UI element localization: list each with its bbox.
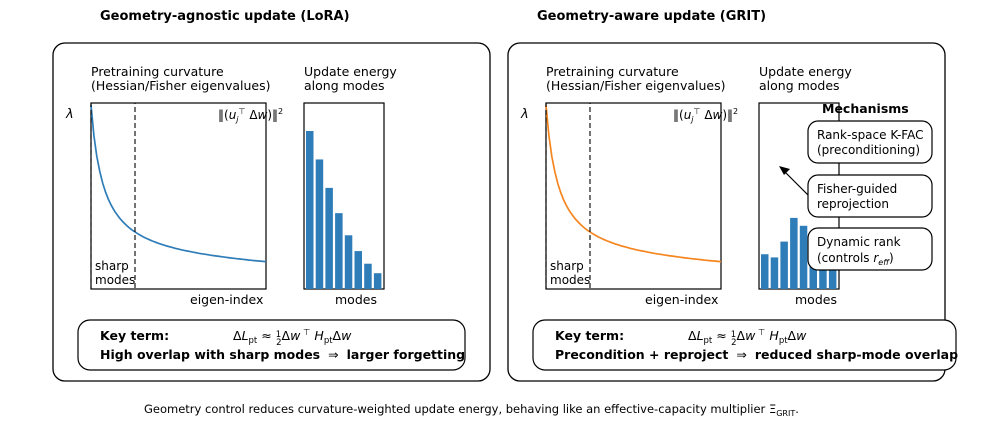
right-curvature-title-line1: Pretraining curvature <box>546 64 679 79</box>
right-sharp-label-line2: modes <box>550 273 590 287</box>
svg-text:Dynamic rank: Dynamic rank <box>817 235 901 249</box>
svg-text:Geometry control reduces curva: Geometry control reduces curvature-weigh… <box>144 402 799 418</box>
svg-text:(controls reff): (controls reff) <box>817 251 894 267</box>
left-panel: Geometry-agnostic update (LoRA) Pretrain… <box>52 9 491 382</box>
right-bar-2 <box>770 257 779 289</box>
right-bar-1 <box>761 254 769 289</box>
left-bars-xlabel: modes <box>335 292 377 307</box>
right-energy-title-line1: Update energy <box>759 64 852 79</box>
left-sharp-label-line1: sharp <box>95 259 129 273</box>
right-keyterm-line2: Precondition + reproject ⇒ reduced sharp-m… <box>555 347 958 362</box>
right-panel-frame <box>507 42 946 382</box>
right-bar-8 <box>828 270 837 289</box>
mechanism-box-kfac: Rank-space K-FAC (preconditioning) <box>807 120 933 164</box>
left-curvature-title-line1: Pretraining curvature <box>91 64 224 79</box>
mechanism-box-reprojection: Fisher-guided reprojection <box>807 174 933 218</box>
left-bar-5 <box>344 235 353 289</box>
left-lambda-label: λ <box>65 107 74 122</box>
mechanism-arrow <box>779 166 809 196</box>
left-sharp-region <box>90 102 136 290</box>
left-bar-8 <box>373 273 382 289</box>
svg-text:Rank-space K-FAC: Rank-space K-FAC <box>817 128 923 142</box>
left-bar-2 <box>315 159 324 289</box>
left-energy-title-line2: along modes <box>304 78 385 93</box>
right-sharp-label-line1: sharp <box>550 259 584 273</box>
right-panel: Geometry-aware update (GRIT) Pretraining… <box>507 9 958 382</box>
left-keyterm-line2: High overlap with sharp modes ⇒ larger for… <box>100 347 465 362</box>
left-curve-xlabel: eigen-index <box>190 292 263 307</box>
left-keyterm-box <box>77 319 466 371</box>
left-energy-title-line1: Update energy <box>304 64 397 79</box>
left-panel-title: Geometry-agnostic update (LoRA) <box>100 9 350 24</box>
svg-text:(preconditioning): (preconditioning) <box>817 143 920 157</box>
right-keyterm-box <box>532 319 957 371</box>
svg-text:Fisher-guided: Fisher-guided <box>817 182 897 196</box>
right-bar-5 <box>799 225 808 289</box>
right-bars-xlabel: modes <box>795 292 837 307</box>
left-curvature-axes <box>90 102 267 290</box>
left-norm-label: ‖(uj⊤ Δw)‖2 <box>218 107 283 124</box>
right-keyterm-label: Key term: <box>555 328 624 343</box>
right-bar-7 <box>819 260 827 289</box>
svg-text:reprojection: reprojection <box>817 197 889 211</box>
right-norm-label: ‖(uj⊤ Δw)‖2 <box>673 107 738 124</box>
right-sharp-region <box>545 102 591 290</box>
left-bar-4 <box>335 213 343 289</box>
left-keyterm-label: Key term: <box>100 328 169 343</box>
mechanisms-title: Mechanisms <box>822 101 909 116</box>
right-curvature-curve <box>545 104 722 263</box>
left-bar-7 <box>364 263 372 289</box>
right-lambda-label: λ <box>520 107 529 122</box>
left-bar-3 <box>325 187 333 289</box>
left-curvature-title-line2: (Hessian/Fisher eigenvalues) <box>91 78 271 93</box>
right-curvature-title-line2: (Hessian/Fisher eigenvalues) <box>546 78 726 93</box>
right-bar-4 <box>790 217 798 289</box>
figure-caption: Geometry control reduces curvature-weigh… <box>144 402 799 418</box>
svg-text:‖(uj⊤ Δw)‖2: ‖(uj⊤ Δw)‖2 <box>218 107 283 124</box>
left-bars <box>306 131 382 289</box>
left-panel-frame <box>52 42 491 382</box>
right-curvature-axes <box>545 102 722 290</box>
left-curvature-curve <box>90 104 267 263</box>
left-bar-6 <box>354 251 362 289</box>
right-curve-xlabel: eigen-index <box>645 292 718 307</box>
svg-text:‖(uj⊤ Δw)‖2: ‖(uj⊤ Δw)‖2 <box>673 107 738 124</box>
right-bar-3 <box>780 241 788 289</box>
left-sharp-label-line2: modes <box>95 273 135 287</box>
left-bar-1 <box>306 131 314 289</box>
right-panel-title: Geometry-aware update (GRIT) <box>537 9 766 24</box>
right-energy-title-line2: along modes <box>759 78 840 93</box>
mechanism-box-dynamic-rank: Dynamic rank (controls reff) <box>807 227 933 271</box>
left-bars-axes <box>303 102 385 290</box>
